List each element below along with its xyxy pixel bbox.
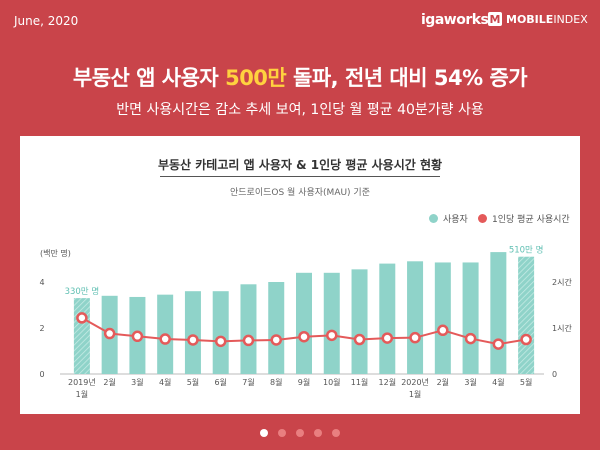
bar [184,291,201,374]
legend-label-usage-time: 1인당 평균 사용시간 [492,215,570,225]
y2-tick-label: 1시간 [552,323,572,333]
usage-time-point [159,333,171,345]
legend-swatch-usage-time [478,214,487,223]
y-tick-label: 2 [39,324,44,333]
x-tick-label: 1월 [409,389,421,399]
chart-title: 부동산 카테고리 앱 사용자 & 1인당 평균 사용시간 현황 [157,158,443,172]
usage-time-point [492,338,505,350]
legend-label-users: 사용자 [443,215,468,225]
carousel-dot[interactable] [278,429,286,437]
x-tick-label: 12월 [379,377,397,387]
bar [379,263,396,374]
bar [240,284,257,374]
usage-time-point [326,329,338,342]
mobileindex-logo-bold: MOBILE [506,12,554,26]
usage-time-point [520,333,532,346]
usage-time-point [131,330,144,343]
usage-time-point [103,327,116,340]
x-tick-label: 7월 [242,377,254,387]
usage-time-point [187,334,199,346]
usage-time-point [76,312,88,324]
x-tick-label: 5월 [187,377,199,387]
bar [490,252,507,374]
carousel-dot[interactable] [296,429,304,437]
legend-item-usage-time: 1인당 평균 사용시간 [478,212,570,225]
x-tick-label: 2020년 [401,377,429,387]
bar [462,262,479,374]
bar [434,262,451,374]
usage-time-point [214,335,227,348]
bar [212,291,229,374]
bar [296,272,312,374]
subheadline: 반면 사용시간은 감소 추세 보여, 1인당 월 평균 40분가량 사용 [116,102,484,118]
y-tick-label: 4 [39,278,44,287]
x-tick-label: 6월 [214,377,226,387]
bar [407,261,424,374]
bar-annotation: 510만 명 [509,245,544,256]
chart-subtitle: 안드로이드OS 월 사용자(MAU) 기준 [230,188,370,198]
x-tick-label: 3월 [131,377,143,387]
carousel-dot[interactable] [260,429,268,437]
x-tick-label: 2019년 [68,377,96,387]
bar-annotation: 330만 명 [65,286,100,297]
headline-part2: 돌파, 전년 대비 54% 증가 [286,66,528,90]
usage-time-point [381,332,394,344]
headline-part1: 부동산 앱 사용자 [72,66,226,90]
bar [518,256,535,374]
igaworks-logo: igaworks [421,12,489,28]
mobileindex-logo-light: INDEX [553,12,588,26]
usage-time-point [409,331,421,344]
x-tick-label: 2월 [103,377,115,387]
headline: 부동산 앱 사용자 500만 돌파, 전년 대비 54% 증가 [0,62,600,92]
headline-highlight: 500만 [225,66,287,90]
x-tick-label: 5월 [520,377,532,387]
bar [73,298,90,374]
x-tick-label: 11월 [351,377,369,387]
carousel-dots [0,429,600,437]
legend-swatch-users [429,214,438,223]
x-tick-label: 4월 [492,377,504,387]
bar [323,272,340,374]
usage-time-point [353,333,366,346]
x-tick-label: 8월 [270,377,282,387]
y-axis-label: (백만 명) [40,248,71,258]
carousel-dot[interactable] [332,429,340,437]
x-tick-label: 2월 [437,377,449,387]
report-date: June, 2020 [14,14,79,28]
chart-title-underline [160,176,440,177]
usage-time-point [298,330,310,343]
x-tick-label: 4월 [159,377,171,387]
x-tick-label: 9월 [298,377,310,387]
y2-tick-label: 0 [552,370,557,379]
bar [268,282,285,374]
usage-time-point [464,332,477,345]
usage-time-point [242,334,255,347]
y2-tick-label: 2시간 [552,277,572,287]
y-tick-label: 0 [39,370,44,379]
x-tick-label: 10월 [323,377,341,387]
mobileindex-logo: M MOBILE INDEX [488,12,588,26]
legend-item-users: 사용자 [429,212,468,225]
x-tick-label: 3월 [464,377,476,387]
bar [351,269,368,374]
x-tick-label: 1월 [76,389,88,399]
usage-time-point [270,334,282,346]
usage-time-point [437,324,449,337]
mobileindex-logo-icon: M [488,12,502,26]
carousel-dot[interactable] [314,429,322,437]
